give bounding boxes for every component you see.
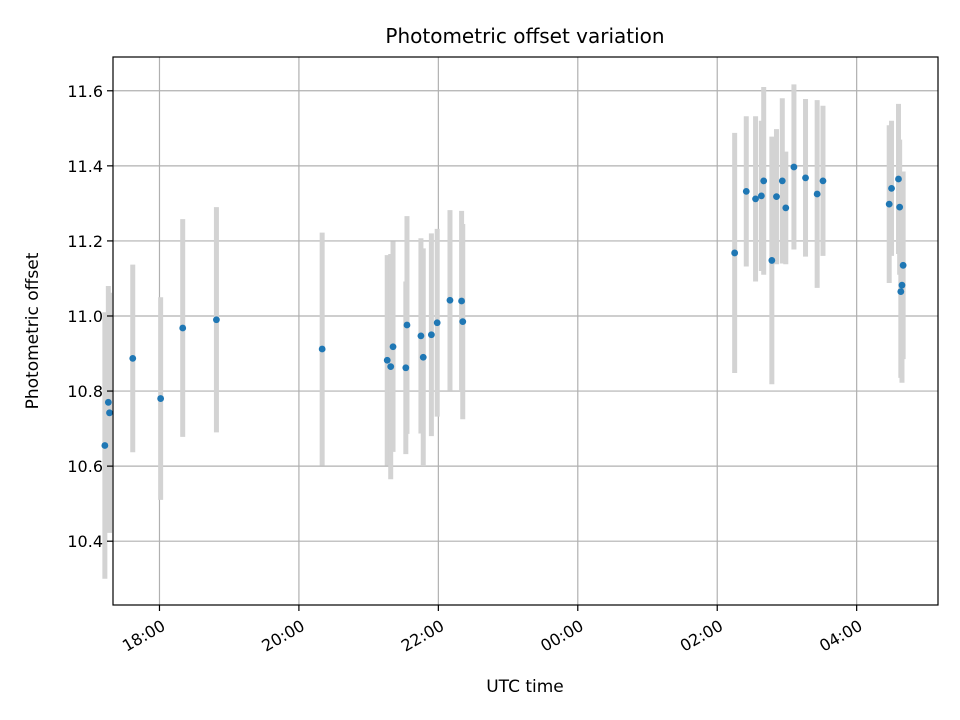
data-point (179, 324, 187, 332)
data-point (157, 395, 165, 402)
x-tick-label: 04:00 (816, 616, 865, 656)
data-point (427, 331, 435, 339)
data-point (387, 363, 395, 371)
data-point (813, 190, 821, 198)
y-tick-label: 11.6 (67, 82, 103, 101)
x-axis: 18:00 20:00 22:00 00:00 02:00 04:00 (119, 605, 866, 656)
x-tick-label: 00:00 (537, 616, 586, 656)
data-point (888, 184, 895, 192)
data-point (819, 177, 827, 185)
data-point (389, 343, 397, 351)
data-point (459, 318, 467, 326)
data-point (896, 203, 904, 211)
y-tick-label: 10.6 (67, 457, 103, 476)
y-axis-label: Photometric offset (23, 252, 43, 409)
data-point (768, 257, 776, 264)
x-tick-label: 02:00 (677, 616, 726, 656)
data-point (402, 364, 410, 372)
data-point (433, 319, 441, 327)
data-point (757, 192, 765, 200)
grid (113, 57, 938, 605)
data-point (419, 353, 427, 361)
y-tick-label: 11.0 (67, 307, 103, 326)
y-tick-label: 11.4 (67, 157, 103, 176)
data-point (897, 288, 905, 295)
data-point (446, 296, 454, 304)
data-point (898, 281, 906, 289)
data-point (778, 177, 786, 185)
data-point (458, 297, 465, 305)
y-tick-label: 11.2 (67, 232, 103, 251)
plot-frame (112, 56, 939, 606)
data-point (731, 249, 739, 257)
data-points (101, 163, 907, 449)
x-tick-label: 22:00 (398, 616, 447, 656)
data-point (417, 332, 425, 340)
y-tick-label: 10.8 (67, 382, 103, 401)
data-point (760, 177, 768, 185)
data-point (899, 261, 907, 269)
data-point (742, 187, 750, 195)
data-point (104, 398, 112, 406)
data-point (895, 175, 902, 183)
data-point (782, 204, 790, 212)
data-point (101, 442, 109, 449)
y-tick-label: 10.4 (67, 532, 103, 551)
y-axis: 10.4 10.6 10.8 11.0 11.2 11.4 11.6 (67, 82, 113, 551)
data-point (383, 356, 391, 364)
error-bars (102, 84, 906, 579)
data-point (129, 355, 137, 362)
data-point (106, 409, 113, 417)
x-axis-label: UTC time (486, 677, 564, 697)
data-point (773, 193, 780, 201)
x-tick-label: 18:00 (119, 616, 168, 656)
data-point (213, 316, 220, 324)
data-point (885, 200, 893, 208)
data-point (752, 195, 759, 203)
data-point (403, 321, 411, 329)
data-point (318, 345, 326, 353)
data-point (802, 174, 809, 182)
data-point (790, 163, 798, 171)
x-tick-label: 20:00 (258, 616, 307, 656)
chart-title: Photometric offset variation (385, 24, 664, 48)
